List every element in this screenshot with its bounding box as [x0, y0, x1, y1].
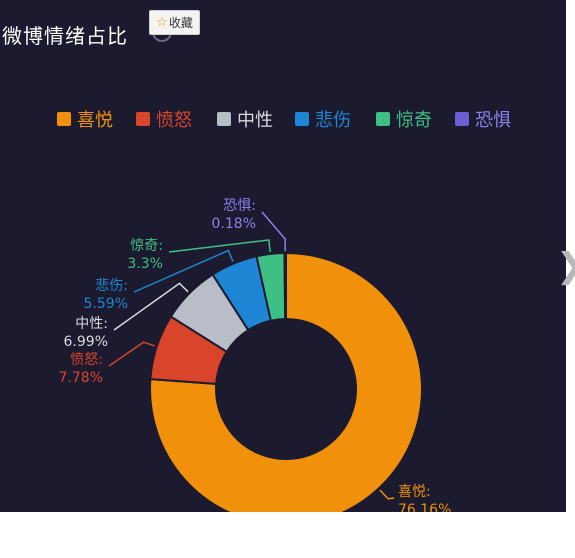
- legend-swatch-sadness: [295, 112, 309, 126]
- legend-item-anger[interactable]: 愤怒: [136, 110, 192, 131]
- leader-line-fear: [261, 211, 286, 252]
- data-label-name-sadness: 悲伤:: [95, 277, 128, 294]
- data-label-name-joy: 喜悦:: [398, 484, 431, 500]
- data-label-name-neutral: 中性:: [75, 316, 108, 332]
- legend-item-joy[interactable]: 喜悦: [57, 110, 113, 131]
- legend-swatch-joy: [57, 112, 71, 126]
- data-label-value-surprise: 3.3%: [127, 256, 163, 272]
- legend-label-anger: 愤怒: [156, 110, 192, 131]
- data-label-value-fear: 0.18%: [212, 216, 256, 232]
- leader-line-anger: [108, 341, 156, 367]
- favorite-button[interactable]: ☆ 收藏: [149, 10, 200, 35]
- data-label-value-sadness: 5.59%: [84, 296, 128, 312]
- leader-line-joy: [379, 489, 395, 500]
- slice-fear[interactable]: [283, 251, 287, 321]
- leader-line-surprise: [168, 239, 271, 253]
- slice-joy[interactable]: [149, 251, 423, 512]
- data-label-value-neutral: 6.99%: [64, 334, 108, 350]
- chart-title: 微博情绪占比: [2, 24, 128, 48]
- data-label-name-surprise: 惊奇:: [130, 237, 163, 254]
- legend-swatch-anger: [136, 112, 150, 126]
- leader-line-neutral: [113, 282, 189, 331]
- legend-swatch-fear: [455, 112, 469, 126]
- star-icon: ☆: [156, 15, 168, 30]
- legend-label-sadness: 悲伤: [315, 110, 351, 131]
- data-label-name-anger: 愤怒:: [70, 352, 103, 368]
- page-background-edge: [566, 0, 575, 558]
- legend-item-neutral[interactable]: 中性: [217, 110, 273, 131]
- data-label-value-joy: 76.16%: [398, 502, 451, 512]
- legend-label-fear: 恐惧: [475, 110, 511, 131]
- legend-swatch-surprise: [376, 112, 390, 126]
- chevron-right-icon[interactable]: ❯: [556, 246, 575, 286]
- data-label-value-anger: 7.78%: [59, 370, 103, 386]
- page-background-strip: [0, 512, 575, 558]
- legend-label-surprise: 惊奇: [396, 110, 432, 131]
- legend-item-surprise[interactable]: 惊奇: [376, 110, 432, 131]
- legend-label-joy: 喜悦: [77, 110, 113, 131]
- favorite-label: 收藏: [168, 16, 193, 30]
- legend-label-neutral: 中性: [237, 110, 273, 131]
- legend-item-sadness[interactable]: 悲伤: [295, 110, 351, 131]
- leader-line-sadness: [133, 249, 234, 293]
- legend-item-fear[interactable]: 恐惧: [455, 110, 511, 131]
- data-label-name-fear: 恐惧:: [223, 198, 256, 214]
- legend-swatch-neutral: [217, 112, 231, 126]
